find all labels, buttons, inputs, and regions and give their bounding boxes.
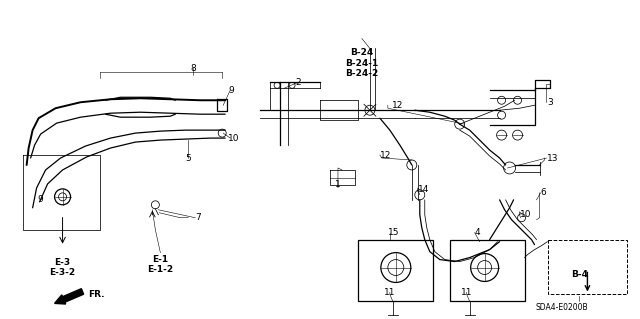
Text: E-3
E-3-2: E-3 E-3-2 (49, 257, 76, 277)
Bar (547, 240, 627, 294)
Text: 3: 3 (547, 98, 553, 107)
Text: 14: 14 (418, 185, 429, 194)
FancyArrow shape (54, 289, 84, 304)
Text: 6: 6 (541, 188, 547, 197)
Text: 1: 1 (335, 180, 341, 189)
Text: 13: 13 (547, 153, 558, 162)
Text: E-1
E-1-2: E-1 E-1-2 (147, 255, 173, 274)
Text: 15: 15 (388, 228, 399, 237)
Text: 4: 4 (475, 228, 480, 237)
Bar (358, 240, 433, 301)
Text: 12: 12 (392, 101, 403, 110)
Text: 7: 7 (195, 213, 201, 222)
Text: 11: 11 (461, 288, 472, 297)
Text: B-24
B-24-1
B-24-2: B-24 B-24-1 B-24-2 (346, 48, 378, 78)
Text: 2: 2 (295, 78, 301, 87)
Text: 9: 9 (228, 86, 234, 95)
Text: 5: 5 (186, 153, 191, 162)
Text: 8: 8 (191, 64, 196, 73)
Bar (450, 240, 525, 301)
Text: 9: 9 (38, 195, 44, 204)
Text: FR.: FR. (88, 290, 105, 299)
Text: B-4: B-4 (571, 270, 588, 279)
Text: SDA4-E0200B: SDA4-E0200B (535, 303, 588, 312)
Text: 10: 10 (228, 134, 240, 143)
Text: 10: 10 (520, 210, 531, 219)
Text: 12: 12 (380, 151, 391, 160)
Text: 11: 11 (384, 288, 396, 297)
